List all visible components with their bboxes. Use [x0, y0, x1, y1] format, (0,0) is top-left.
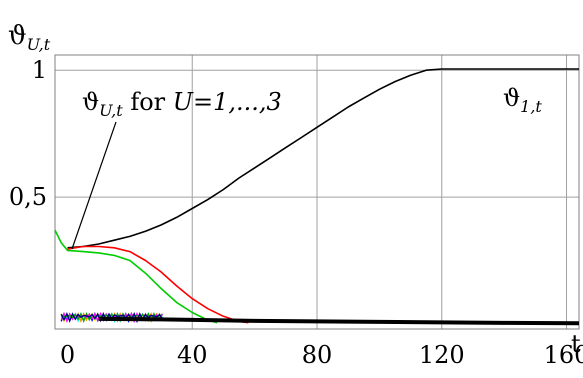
x-tick-label: 160 [544, 341, 583, 369]
x-tick-label: 40 [177, 341, 208, 369]
series-line [67, 245, 249, 324]
annotation-pointer [71, 121, 117, 250]
series-lines [54, 68, 580, 326]
series-line [67, 68, 579, 249]
y-tick-label: 0,5 [9, 183, 47, 211]
annotations: ϑU,t for U=1,...,3 ϑ1,t [71, 84, 542, 250]
x-axis-label: t [571, 330, 581, 358]
plot-frame [54, 54, 580, 330]
tick-labels: 0 40 80 120 160 0,5 1 t ϑU,t [8, 21, 583, 369]
annotation-series1-label: ϑ1,t [503, 84, 542, 116]
annotation-family-label: ϑU,t for U=1,...,3 [82, 88, 282, 120]
x-tick-label: 80 [302, 341, 333, 369]
series-line [98, 316, 580, 326]
y-axis-label: ϑU,t [8, 21, 51, 54]
grid [55, 55, 579, 329]
series-line [54, 229, 218, 324]
y-tick-label: 1 [32, 56, 47, 84]
plot-border [54, 54, 580, 330]
x-tick-label: 120 [419, 341, 465, 369]
x-tick-label: 0 [60, 341, 75, 369]
